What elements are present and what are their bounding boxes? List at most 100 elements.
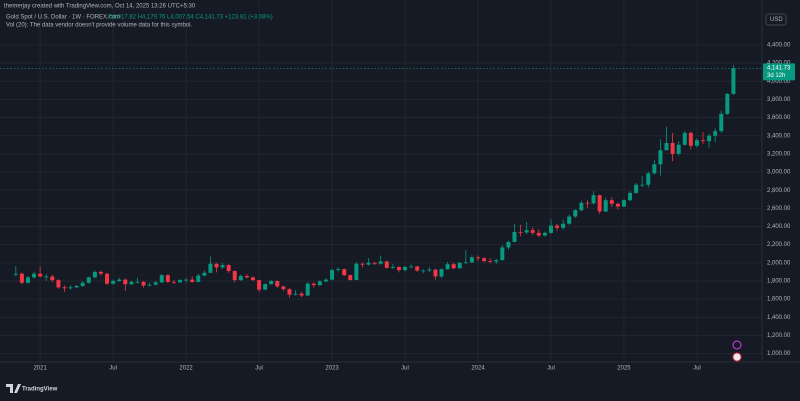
candle-body bbox=[196, 275, 201, 282]
candle-body bbox=[421, 270, 426, 272]
candle-body bbox=[299, 293, 304, 296]
candle-body bbox=[688, 132, 693, 146]
candle-body bbox=[512, 231, 517, 242]
candle-body bbox=[293, 293, 298, 295]
candle-body bbox=[591, 195, 596, 204]
candle-body bbox=[646, 173, 651, 185]
candle-body bbox=[694, 140, 699, 146]
candle-body bbox=[427, 269, 432, 271]
candle-body bbox=[220, 265, 225, 268]
candle-body bbox=[336, 269, 341, 271]
candle-body bbox=[415, 266, 420, 271]
candle-body bbox=[80, 282, 85, 286]
candle-body bbox=[135, 281, 140, 283]
candle-body bbox=[482, 258, 487, 262]
candle-body bbox=[707, 135, 712, 142]
candle-body bbox=[44, 276, 49, 278]
x-tick-label: Jul bbox=[109, 366, 117, 372]
candle-body bbox=[129, 281, 134, 285]
candle-body bbox=[573, 210, 578, 217]
candle-body bbox=[263, 284, 268, 290]
x-tick-label: 2021 bbox=[33, 366, 47, 372]
y-tick-label: 1,000.00 bbox=[767, 351, 791, 357]
candle-body bbox=[378, 261, 383, 264]
y-tick-label: 2,200.00 bbox=[767, 242, 791, 248]
candle-body bbox=[366, 262, 371, 265]
candle-body bbox=[257, 280, 262, 290]
currency-button[interactable] bbox=[765, 13, 787, 26]
candle-body bbox=[676, 144, 681, 154]
grid bbox=[0, 0, 762, 362]
candle-body bbox=[348, 275, 353, 281]
candle-body bbox=[86, 277, 91, 283]
axis-labels: 1,000.00 1,200.00 1,400.00 1,600.00 1,800.00… bbox=[33, 42, 795, 372]
symbol: Gold Spot / U.S. Dollar · 1W · FOREX.com bbox=[6, 15, 120, 21]
candle-body bbox=[330, 270, 335, 280]
candle-body bbox=[165, 275, 170, 282]
candle-body bbox=[62, 287, 67, 289]
candle-body bbox=[269, 280, 274, 285]
candle-body bbox=[354, 263, 359, 281]
candle-body bbox=[13, 273, 18, 275]
candle-body bbox=[232, 271, 237, 281]
candle-body bbox=[190, 279, 195, 282]
x-tick-label: 2022 bbox=[179, 366, 193, 372]
candle-body bbox=[682, 132, 687, 145]
currency[interactable]: USD bbox=[770, 17, 783, 23]
candle-body bbox=[281, 286, 286, 290]
candle-body bbox=[463, 262, 468, 264]
candle-body bbox=[141, 281, 146, 286]
y-tick-label: 3,000.00 bbox=[767, 170, 791, 176]
candle-body bbox=[500, 247, 505, 261]
y-tick-label: 3,200.00 bbox=[767, 151, 791, 157]
candle-body bbox=[664, 142, 669, 151]
candle-body bbox=[202, 272, 207, 276]
candle-body bbox=[585, 202, 590, 204]
candle-body bbox=[25, 277, 30, 283]
ohlc: O4,017.82 H4,179.76 L4,007.54 C4,141.73 … bbox=[108, 15, 273, 21]
plot bbox=[0, 64, 762, 298]
candle-body bbox=[208, 263, 213, 273]
candle-body bbox=[360, 263, 365, 265]
x-tick-label: 2024 bbox=[471, 366, 485, 372]
candle-body bbox=[250, 277, 255, 281]
y-tick-label: 3,400.00 bbox=[767, 133, 791, 139]
last-price-label: 4,141.73 bbox=[767, 65, 791, 71]
candle-body bbox=[111, 280, 116, 284]
candle-body bbox=[524, 230, 529, 233]
x-tick-label: 2023 bbox=[325, 366, 339, 372]
candle-body bbox=[555, 225, 560, 228]
event-icon[interactable] bbox=[732, 352, 742, 362]
candle-body bbox=[439, 269, 444, 277]
candle-body bbox=[403, 266, 408, 271]
y-tick-label: 1,600.00 bbox=[767, 297, 791, 303]
candle-body bbox=[147, 284, 152, 286]
candle-body bbox=[384, 261, 389, 268]
candle-body bbox=[123, 279, 128, 285]
candle-body bbox=[640, 184, 645, 186]
candle-body bbox=[701, 140, 706, 142]
x-tick-label: Jul bbox=[547, 366, 555, 372]
candle-body bbox=[214, 263, 219, 268]
candle-body bbox=[323, 279, 328, 282]
event-icon[interactable] bbox=[732, 340, 742, 350]
candle-body bbox=[178, 280, 183, 283]
logo-mark bbox=[6, 384, 21, 393]
candle-body bbox=[634, 184, 639, 193]
candle-body bbox=[615, 203, 620, 207]
candle-body bbox=[567, 216, 572, 224]
candle-body bbox=[287, 289, 292, 295]
x-tick-label: 2025 bbox=[617, 366, 631, 372]
candle-body bbox=[372, 262, 377, 264]
y-tick-label: 2,800.00 bbox=[767, 188, 791, 194]
candle-body bbox=[184, 279, 189, 281]
candle-body bbox=[342, 269, 347, 276]
candle-body bbox=[171, 281, 176, 283]
candle-body bbox=[542, 232, 547, 236]
candle-body bbox=[670, 142, 675, 154]
y-tick-label: 4,400.00 bbox=[767, 42, 791, 48]
y-tick-label: 1,400.00 bbox=[767, 315, 791, 321]
candle-body bbox=[56, 280, 61, 288]
